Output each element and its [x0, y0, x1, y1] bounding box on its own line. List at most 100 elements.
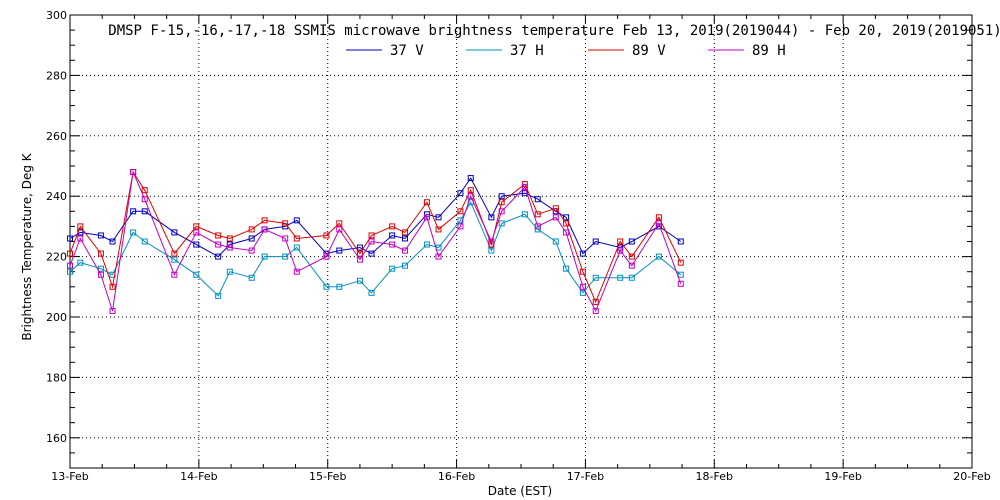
- data-point-89-v: [628, 253, 635, 260]
- legend-item-37-h: 37 H: [466, 43, 544, 59]
- data-point-37-h: [323, 283, 330, 290]
- data-point-89-h: [97, 271, 104, 278]
- data-point-37-v: [293, 217, 300, 224]
- data-point-89-h: [655, 220, 662, 227]
- legend-item-89-v: 89 V: [588, 43, 666, 59]
- data-point-89-v: [677, 259, 684, 266]
- legend-label-37-h: 37 H: [510, 43, 544, 59]
- data-point-37-h: [552, 238, 559, 245]
- data-point-37-v: [534, 196, 541, 203]
- data-point-89-h: [282, 235, 289, 242]
- data-point-89-v: [368, 232, 375, 239]
- data-point-89-v: [336, 220, 343, 227]
- data-point-89-v: [171, 250, 178, 257]
- data-point-89-h: [109, 307, 116, 314]
- data-point-37-v: [67, 235, 73, 242]
- data-point-89-h: [293, 268, 300, 275]
- data-point-89-h: [171, 271, 178, 278]
- data-point-89-v: [67, 250, 73, 257]
- data-point-89-v: [356, 250, 363, 257]
- y-tick-label: 160: [46, 432, 67, 445]
- data-point-89-h: [628, 262, 635, 269]
- data-point-89-v: [457, 208, 464, 215]
- data-point-37-h: [628, 274, 635, 281]
- data-point-89-h: [323, 253, 330, 260]
- data-point-89-h: [226, 244, 233, 251]
- data-point-37-v: [389, 232, 396, 239]
- data-point-89-h: [248, 247, 255, 254]
- x-tick-label: 19-Feb: [824, 470, 861, 483]
- data-point-37-v: [488, 214, 495, 221]
- data-point-37-h: [171, 256, 178, 263]
- data-point-89-h: [457, 223, 464, 230]
- data-point-37-h: [498, 220, 505, 227]
- x-tick-label: 18-Feb: [696, 470, 733, 483]
- data-point-89-h: [261, 226, 268, 233]
- data-series: [67, 169, 684, 314]
- data-point-89-v: [293, 235, 300, 242]
- data-point-37-h: [356, 277, 363, 284]
- data-point-89-h: [534, 223, 541, 230]
- data-point-37-v: [171, 229, 178, 236]
- data-point-37-v: [677, 238, 684, 245]
- y-tick-label: 260: [46, 130, 67, 143]
- data-point-89-h: [67, 262, 73, 269]
- data-point-89-h: [552, 214, 559, 221]
- data-point-89-v: [563, 220, 570, 227]
- y-tick-label: 180: [46, 371, 67, 384]
- data-point-37-v: [368, 250, 375, 257]
- data-point-89-v: [423, 199, 430, 206]
- data-point-89-v: [248, 226, 255, 233]
- data-point-37-h: [336, 283, 343, 290]
- chart-title: DMSP F-15,-16,-17,-18 SSMIS microwave br…: [108, 23, 1000, 39]
- data-point-89-v: [467, 187, 474, 194]
- data-point-37-h: [402, 262, 409, 269]
- data-point-37-v: [130, 208, 137, 215]
- data-point-89-v: [435, 226, 442, 233]
- data-point-89-h: [141, 196, 148, 203]
- data-point-89-h: [77, 235, 84, 242]
- data-point-89-v: [534, 211, 541, 218]
- data-point-37-h: [77, 259, 84, 266]
- y-tick-label: 280: [46, 69, 67, 82]
- data-point-37-v: [467, 175, 474, 182]
- data-point-37-v: [435, 214, 442, 221]
- data-point-37-h: [293, 244, 300, 251]
- data-point-89-v: [402, 229, 409, 236]
- data-point-37-h: [655, 253, 662, 260]
- x-tick-label: 17-Feb: [567, 470, 604, 483]
- data-point-37-v: [628, 238, 635, 245]
- data-point-37-v: [109, 238, 116, 245]
- data-point-89-v: [215, 232, 222, 239]
- data-point-89-h: [592, 307, 599, 314]
- data-point-89-h: [617, 247, 624, 254]
- data-point-37-h: [368, 289, 375, 296]
- legend-label-89-v: 89 V: [632, 43, 666, 59]
- data-point-89-v: [592, 298, 599, 305]
- data-point-89-h: [368, 238, 375, 245]
- data-point-89-v: [261, 217, 268, 224]
- data-point-89-h: [488, 238, 495, 245]
- data-point-37-v: [141, 208, 148, 215]
- data-point-89-h: [423, 214, 430, 221]
- data-point-37-v: [356, 244, 363, 251]
- data-point-89-v: [141, 187, 148, 194]
- data-point-37-h: [389, 265, 396, 272]
- data-point-89-h: [467, 193, 474, 200]
- series-89-h: [67, 169, 684, 314]
- data-point-89-h: [579, 283, 586, 290]
- data-point-89-h: [677, 280, 684, 287]
- data-point-89-v: [77, 223, 84, 230]
- data-point-37-h: [488, 247, 495, 254]
- data-point-89-h: [215, 241, 222, 248]
- data-point-89-h: [356, 256, 363, 263]
- data-point-37-h: [677, 271, 684, 278]
- y-tick-label: 200: [46, 311, 67, 324]
- data-point-37-h: [193, 271, 200, 278]
- data-point-37-v: [579, 250, 586, 257]
- data-point-89-v: [226, 235, 233, 242]
- legend-label-89-h: 89 H: [752, 43, 786, 59]
- data-point-37-h: [215, 292, 222, 299]
- data-point-37-v: [592, 238, 599, 245]
